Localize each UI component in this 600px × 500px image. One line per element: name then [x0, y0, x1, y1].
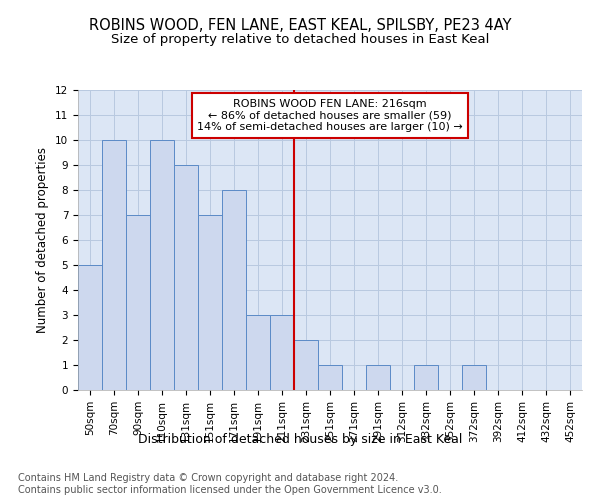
Bar — [78, 265, 102, 390]
Bar — [198, 215, 222, 390]
Bar — [318, 365, 342, 390]
Bar — [294, 340, 318, 390]
Text: Contains HM Land Registry data © Crown copyright and database right 2024.
Contai: Contains HM Land Registry data © Crown c… — [18, 474, 442, 495]
Text: Size of property relative to detached houses in East Keal: Size of property relative to detached ho… — [111, 32, 489, 46]
Bar — [414, 365, 438, 390]
Text: ROBINS WOOD, FEN LANE, EAST KEAL, SPILSBY, PE23 4AY: ROBINS WOOD, FEN LANE, EAST KEAL, SPILSB… — [89, 18, 511, 32]
Bar — [246, 315, 270, 390]
Bar — [150, 140, 174, 390]
Bar — [174, 165, 198, 390]
Bar — [102, 140, 126, 390]
Text: ROBINS WOOD FEN LANE: 216sqm
← 86% of detached houses are smaller (59)
14% of se: ROBINS WOOD FEN LANE: 216sqm ← 86% of de… — [197, 99, 463, 132]
Bar — [270, 315, 294, 390]
Y-axis label: Number of detached properties: Number of detached properties — [37, 147, 49, 333]
Bar — [126, 215, 150, 390]
Bar — [462, 365, 486, 390]
Bar — [366, 365, 390, 390]
Bar — [222, 190, 246, 390]
Text: Distribution of detached houses by size in East Keal: Distribution of detached houses by size … — [138, 432, 462, 446]
